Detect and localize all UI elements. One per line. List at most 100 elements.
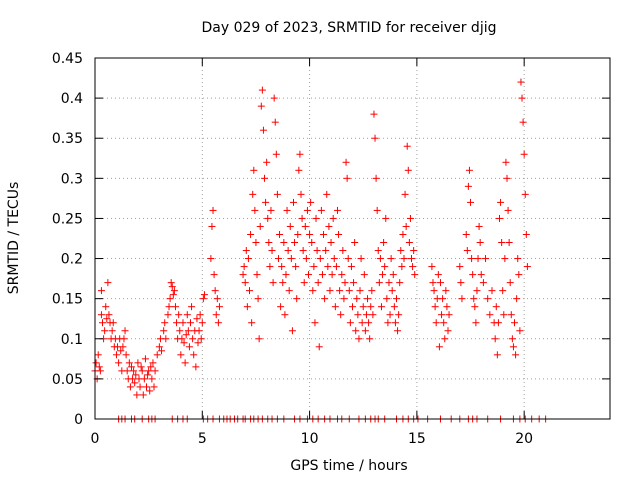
- data-point: [297, 190, 305, 198]
- data-point: [209, 206, 217, 214]
- data-point: [357, 255, 365, 263]
- data-point: [282, 271, 290, 279]
- data-point: [298, 214, 306, 222]
- y-tick-label: 0.05: [52, 372, 83, 388]
- data-point: [265, 239, 273, 247]
- data-point: [328, 271, 336, 279]
- data-point: [353, 295, 361, 303]
- data-point: [158, 347, 166, 355]
- data-point: [313, 247, 321, 255]
- data-point: [503, 174, 511, 182]
- data-point: [499, 287, 507, 295]
- data-point: [264, 214, 272, 222]
- data-point: [254, 295, 262, 303]
- data-point: [475, 222, 483, 230]
- data-point: [176, 327, 184, 335]
- data-point: [268, 247, 276, 255]
- data-point: [372, 174, 380, 182]
- data-point: [301, 222, 309, 230]
- data-point: [122, 351, 130, 359]
- data-points: [91, 78, 550, 423]
- data-point: [440, 319, 448, 327]
- data-point: [267, 206, 275, 214]
- data-point: [467, 198, 475, 206]
- data-point: [382, 214, 390, 222]
- data-point: [195, 327, 203, 335]
- data-point: [189, 335, 197, 343]
- data-point: [473, 287, 481, 295]
- data-point: [385, 279, 393, 287]
- data-point: [136, 383, 144, 391]
- data-point: [404, 166, 412, 174]
- data-point: [244, 255, 252, 263]
- data-point: [97, 287, 105, 295]
- data-point: [272, 150, 280, 158]
- data-point: [508, 335, 516, 343]
- data-point: [215, 303, 223, 311]
- data-point: [257, 102, 265, 110]
- x-tick-label: 20: [515, 431, 533, 447]
- data-point: [197, 335, 205, 343]
- data-point: [103, 315, 111, 323]
- data-point: [517, 78, 525, 86]
- data-point: [403, 142, 411, 150]
- data-point: [248, 319, 256, 327]
- data-point: [314, 279, 322, 287]
- data-point: [365, 319, 373, 327]
- data-point: [120, 335, 128, 343]
- data-point: [293, 295, 301, 303]
- data-point: [394, 327, 402, 335]
- data-point: [119, 343, 127, 351]
- data-point: [325, 222, 333, 230]
- data-point: [367, 303, 375, 311]
- data-point: [247, 230, 255, 238]
- plot-frame: [94, 57, 611, 420]
- data-point: [134, 359, 142, 367]
- data-point: [182, 331, 190, 339]
- data-point: [391, 319, 399, 327]
- data-point: [431, 303, 439, 311]
- data-point: [165, 303, 173, 311]
- data-point: [361, 327, 369, 335]
- data-point: [381, 263, 389, 271]
- data-point: [192, 363, 200, 371]
- data-point: [518, 94, 526, 102]
- data-point: [307, 198, 315, 206]
- data-point: [342, 158, 350, 166]
- data-point: [125, 359, 133, 367]
- data-point: [318, 271, 326, 279]
- data-point: [323, 190, 331, 198]
- y-axis-label: SRMTID / TECUs: [6, 182, 22, 295]
- data-point: [149, 359, 157, 367]
- data-point: [441, 335, 449, 343]
- data-point: [263, 158, 271, 166]
- data-point: [383, 295, 391, 303]
- data-point: [243, 303, 251, 311]
- data-point: [512, 351, 520, 359]
- data-point: [193, 315, 201, 323]
- data-point: [468, 255, 476, 263]
- data-point: [509, 343, 517, 351]
- data-point: [469, 271, 477, 279]
- data-point: [173, 319, 181, 327]
- data-point: [105, 311, 113, 319]
- y-tick-label: 0.25: [52, 211, 83, 227]
- data-point: [332, 263, 340, 271]
- chart-title: Day 029 of 2023, SRMTID for receiver dji…: [202, 20, 497, 36]
- data-point: [278, 263, 286, 271]
- data-point: [502, 158, 510, 166]
- data-point: [317, 206, 325, 214]
- data-point: [130, 367, 138, 375]
- y-tick-label: 0: [74, 412, 83, 428]
- data-point: [399, 230, 407, 238]
- data-point: [274, 255, 282, 263]
- data-point: [198, 319, 206, 327]
- data-point: [411, 271, 419, 279]
- data-point: [514, 255, 522, 263]
- data-point: [470, 295, 478, 303]
- data-point: [291, 239, 299, 247]
- y-tick-label: 0.15: [52, 292, 83, 308]
- data-point: [169, 291, 177, 299]
- data-point: [397, 247, 405, 255]
- data-point: [495, 214, 503, 222]
